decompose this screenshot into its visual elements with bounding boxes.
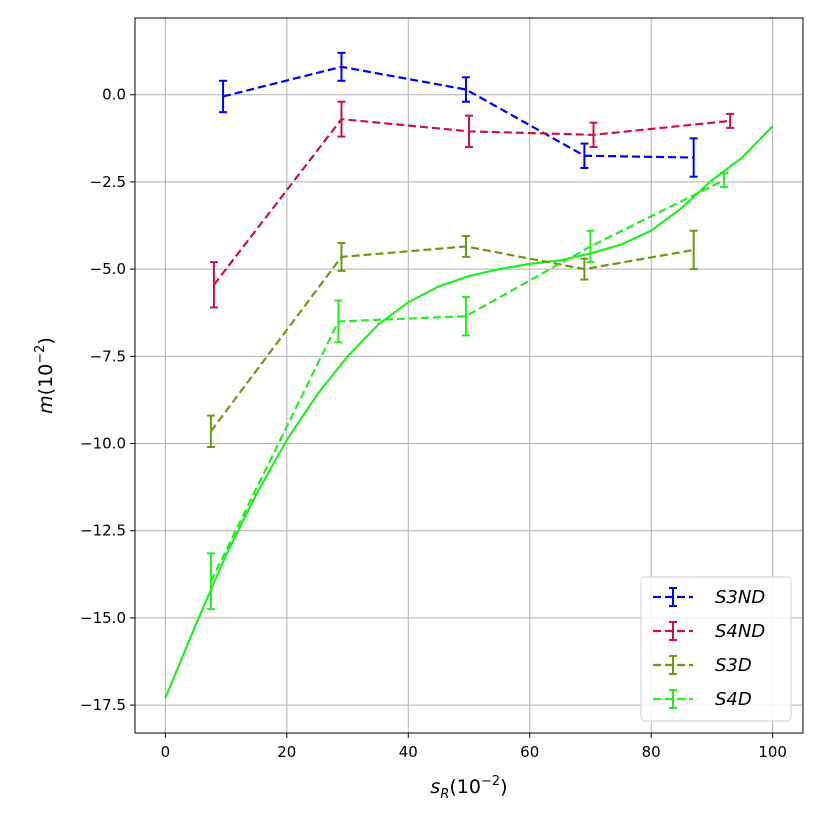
x-tick-label: 0 (161, 743, 171, 761)
errorbar-point-s3d (461, 234, 470, 258)
legend-label-s3nd: S3ND (715, 587, 765, 608)
legend-label-s4d: S4D (715, 689, 752, 710)
y-tick-label: −7.5 (90, 347, 126, 365)
errorbar-point-s4d (720, 172, 729, 189)
plot-frame (134, 17, 804, 734)
legend: S3ND S4ND S3D S4D (640, 576, 792, 722)
errorbar-point-s3nd (337, 51, 346, 82)
errorbar-point-s4d (206, 552, 215, 611)
x-tick-label: 60 (520, 743, 539, 761)
series-line-s3nd (222, 65, 694, 159)
legend-label-s3d: S3D (715, 655, 752, 676)
y-tick-label: 0.0 (102, 86, 126, 104)
legend-entry-s4d: S4D (653, 689, 752, 710)
y-tick-label: −10.0 (80, 435, 126, 453)
y-label-exponent: −2 (33, 345, 48, 364)
legend-box (640, 576, 792, 722)
errorbar-point-s4nd (209, 261, 218, 309)
legend-label-s4nd: S4ND (715, 621, 765, 642)
errorbar-point-s3d (206, 414, 215, 448)
series-layer (206, 51, 735, 611)
series-line-s3d (210, 245, 694, 432)
fit-curve-line (164, 125, 774, 699)
errorbar-point-s4nd (589, 121, 598, 149)
series-line-s4d (209, 179, 725, 582)
legend-entry-s3nd: S3ND (653, 587, 765, 608)
x-axis-label-text: sR(10−2) (430, 774, 507, 802)
errorbar-point-s3nd (689, 137, 698, 178)
errorbar-point-s3d (337, 241, 346, 272)
errorbar-point-s3d (580, 257, 589, 281)
y-axis-label: m(10−2) (33, 337, 57, 414)
x-label-close: ) (500, 776, 507, 798)
series-line-s4nd (213, 117, 731, 286)
errorbar-point-s4nd (726, 112, 735, 129)
x-tick-label: 80 (642, 743, 661, 761)
x-tick-label: 40 (399, 743, 418, 761)
errorbar-point-s3nd (580, 142, 589, 169)
errorbar-point-s4nd (465, 114, 473, 149)
y-tick-label: −15.0 (80, 609, 126, 627)
x-tick-label: 20 (277, 743, 296, 761)
x-tick-label: 100 (758, 743, 787, 761)
series-s4nd (209, 100, 735, 309)
errorbar-point-s4nd (337, 100, 346, 138)
errorbar-point-s3d (689, 229, 698, 271)
errorbar-point-s4d (586, 229, 595, 264)
y-tick-label: −2.5 (90, 173, 126, 191)
y-tick-label: −17.5 (80, 696, 126, 714)
y-tick-label: −12.5 (80, 522, 126, 540)
fit-curve-layer (164, 125, 774, 699)
x-label-symbol: s (430, 776, 440, 798)
legend-entry-s3d: S3D (653, 655, 752, 676)
legend-entry-s4nd: S4ND (653, 621, 765, 642)
x-axis-label: sR(10−2) (430, 774, 507, 802)
series-s4d (206, 172, 729, 611)
y-tick-label: −5.0 (90, 260, 126, 278)
x-label-subscript: R (440, 787, 449, 802)
errorbar-point-s4d (334, 299, 343, 344)
errorbar-point-s4d (461, 296, 470, 337)
errorbar-point-s3nd (219, 79, 228, 114)
series-s3nd (219, 51, 698, 178)
y-label-symbol: m (35, 395, 57, 414)
y-label-unit: (10 (35, 364, 57, 396)
x-label-unit: (10 (449, 776, 481, 798)
series-s3d (206, 229, 698, 448)
axis-ticks: 0 20 40 60 80 100 0.0 −2.5 −5.0 −7.5 −10.0 −12.5 −15… (80, 86, 787, 761)
errorbar-point-s3nd (461, 76, 470, 103)
y-label-close: ) (35, 337, 57, 344)
y-axis-label-text: m(10−2) (33, 337, 57, 414)
x-label-exponent: −2 (481, 774, 500, 789)
